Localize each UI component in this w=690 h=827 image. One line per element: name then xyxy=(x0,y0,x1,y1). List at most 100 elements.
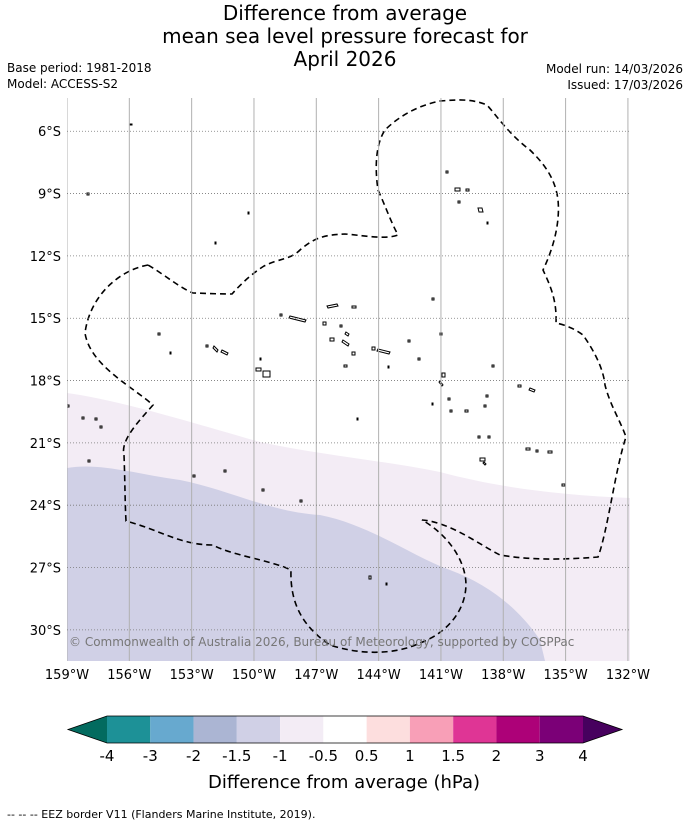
map-title: Difference from average mean sea level p… xyxy=(0,2,690,71)
anomaly-region-dark xyxy=(67,466,545,661)
latitude-labels: 6°S 9°S 12°S 15°S 18°S 21°S 24°S 27°S 30°S xyxy=(30,125,61,639)
base-period: Base period: 1981-2018 xyxy=(7,61,152,75)
island-49 xyxy=(81,416,85,420)
island-51 xyxy=(99,425,103,429)
colorbar-swatch xyxy=(453,716,497,743)
longitude-tick-label: 141°W xyxy=(419,668,463,683)
eez-footnote: -- -- -- EEZ border V11 (Flanders Marine… xyxy=(7,808,316,821)
colorbar-swatch xyxy=(409,716,454,743)
island-33 xyxy=(262,370,271,378)
model-name: Model: ACCESS-S2 xyxy=(7,77,119,91)
island-6 xyxy=(465,188,470,192)
colorbar xyxy=(66,715,624,744)
island-11 xyxy=(326,303,339,309)
metadata-left: Base period: 1981-2018 Model: ACCESS-S2 xyxy=(7,60,152,92)
model-run-date: Model run: 14/03/2026 xyxy=(545,62,683,76)
island-60 xyxy=(87,459,91,463)
longitude-tick-label: 150°W xyxy=(232,668,276,683)
longitude-tick-label: 156°W xyxy=(107,668,151,683)
colorbar-tick-label: 1.5 xyxy=(441,747,465,765)
island-50 xyxy=(94,417,98,421)
longitude-labels: 159°W 156°W 153°W 150°W 147°W 144°W 141°W 138°W… xyxy=(45,668,650,683)
colorbar-tick-label: -1.5 xyxy=(222,747,251,765)
colorbar-tick-label: 3 xyxy=(535,747,545,765)
longitude-tick-label: 135°W xyxy=(544,668,588,683)
island-39 xyxy=(491,364,495,368)
island-37 xyxy=(441,372,446,378)
island-26 xyxy=(157,332,161,336)
island-31 xyxy=(259,357,262,361)
island-29 xyxy=(212,345,219,353)
colorbar-tick-label: -2 xyxy=(186,747,201,765)
colorbar-tick-label: -0.5 xyxy=(309,747,338,765)
island-10 xyxy=(214,241,217,245)
island-59 xyxy=(482,461,487,466)
issued-date: Issued: 17/03/2026 xyxy=(567,78,683,92)
colorbar-swatch xyxy=(150,716,194,743)
island-62 xyxy=(192,474,196,478)
island-35 xyxy=(387,365,390,369)
island-group xyxy=(67,123,566,586)
longitude-tick-label: 138°W xyxy=(481,668,525,683)
latitude-tick-label: 27°S xyxy=(30,562,61,577)
gridlines xyxy=(67,98,630,661)
island-4 xyxy=(445,170,449,174)
island-57 xyxy=(547,450,553,454)
island-47 xyxy=(483,404,487,408)
island-23 xyxy=(376,348,391,355)
colorbar-outline xyxy=(66,715,624,744)
colorbar-tick-label: 1 xyxy=(405,747,415,765)
colorbar-tick-label: -3 xyxy=(143,747,158,765)
island-34 xyxy=(343,364,348,368)
island-3 xyxy=(247,211,250,215)
colorbar-swatch xyxy=(280,716,324,743)
island-27 xyxy=(169,351,172,355)
island-56 xyxy=(535,449,539,453)
island-30 xyxy=(220,349,229,356)
island-14 xyxy=(279,313,283,317)
island-54 xyxy=(487,435,491,439)
island-40 xyxy=(517,384,522,388)
colorbar-tick-label: 4 xyxy=(578,747,588,765)
latitude-tick-label: 30°S xyxy=(30,624,61,639)
latitude-tick-label: 6°S xyxy=(38,125,61,140)
island-63 xyxy=(561,483,566,487)
colorbar-swatch xyxy=(193,716,237,743)
island-5 xyxy=(454,187,461,192)
longitude-tick-label: 159°W xyxy=(45,668,89,683)
island-43 xyxy=(447,397,451,401)
eez-border-main xyxy=(84,99,627,654)
colorbar-swatch xyxy=(236,716,281,743)
island-45 xyxy=(431,402,434,406)
island-17 xyxy=(339,324,343,328)
colorbar-tick-label: 2 xyxy=(492,747,502,765)
colorbar-over-arrow xyxy=(583,716,622,743)
colorbar-swatch xyxy=(323,716,367,743)
title-line-2: mean sea level pressure forecast for xyxy=(162,24,528,48)
title-line-3: April 2026 xyxy=(293,47,397,71)
island-44 xyxy=(464,409,469,413)
colorbar-under-arrow xyxy=(68,716,107,743)
copyright-notice: © Commonwealth of Australia 2026, Bureau… xyxy=(69,635,574,649)
island-42 xyxy=(485,394,489,398)
island-9 xyxy=(486,221,489,225)
colorbar-title: Difference from average (hPa) xyxy=(208,772,480,793)
island-24 xyxy=(407,339,411,343)
island-16 xyxy=(322,321,327,326)
island-12 xyxy=(351,305,357,309)
island-67 xyxy=(385,582,388,586)
island-22 xyxy=(371,346,376,351)
island-65 xyxy=(299,499,303,503)
colorbar-swatch xyxy=(496,716,540,743)
colorbar-tick-label: -4 xyxy=(100,747,115,765)
island-15 xyxy=(288,315,307,323)
island-21 xyxy=(351,351,356,356)
island-36 xyxy=(417,357,421,361)
longitude-tick-label: 153°W xyxy=(170,668,214,683)
longitude-tick-label: 147°W xyxy=(294,668,338,683)
island-13 xyxy=(431,297,435,301)
latitude-tick-label: 15°S xyxy=(30,312,61,327)
latitude-tick-label: 21°S xyxy=(30,437,61,452)
colorbar-tick-label: -1 xyxy=(273,747,288,765)
